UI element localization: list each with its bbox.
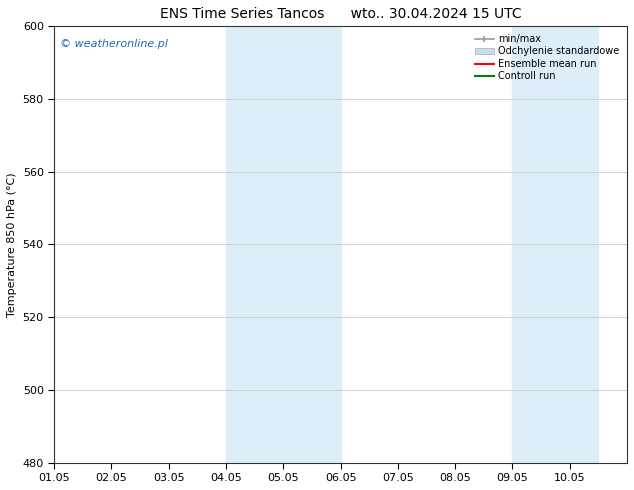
- Y-axis label: Temperature 850 hPa (°C): Temperature 850 hPa (°C): [7, 172, 17, 317]
- Text: © weatheronline.pl: © weatheronline.pl: [60, 39, 168, 49]
- Bar: [226, 26, 340, 463]
- Title: ENS Time Series Tancos      wto.. 30.04.2024 15 UTC: ENS Time Series Tancos wto.. 30.04.2024 …: [160, 7, 521, 21]
- Bar: [512, 26, 598, 463]
- Legend: min/max, Odchylenie standardowe, Ensemble mean run, Controll run: min/max, Odchylenie standardowe, Ensembl…: [472, 31, 622, 84]
